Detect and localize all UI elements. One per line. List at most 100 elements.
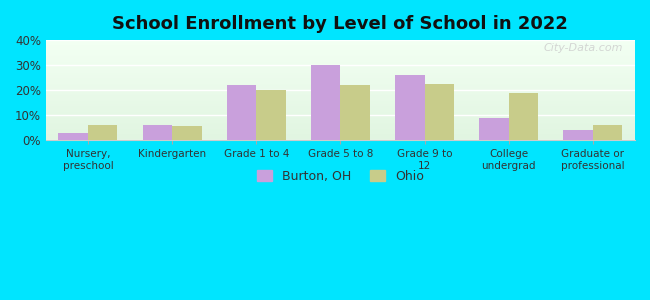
Bar bbox=[424, 84, 454, 140]
Bar bbox=[46, 60, 635, 61]
Bar bbox=[341, 85, 370, 140]
Bar bbox=[46, 53, 635, 54]
Bar bbox=[46, 121, 635, 122]
Bar bbox=[46, 80, 635, 81]
Bar bbox=[509, 93, 538, 140]
Bar bbox=[46, 81, 635, 82]
Bar bbox=[46, 119, 635, 120]
Bar bbox=[46, 102, 635, 103]
Bar bbox=[46, 115, 635, 116]
Bar bbox=[46, 70, 635, 71]
Bar bbox=[46, 104, 635, 105]
Bar bbox=[46, 113, 635, 114]
Bar bbox=[46, 130, 635, 131]
Bar bbox=[46, 135, 635, 136]
Bar bbox=[46, 118, 635, 119]
Bar bbox=[46, 111, 635, 112]
Bar bbox=[46, 109, 635, 110]
Bar bbox=[46, 107, 635, 108]
Bar bbox=[46, 62, 635, 63]
Bar bbox=[46, 89, 635, 90]
Bar bbox=[46, 83, 635, 84]
Bar bbox=[46, 72, 635, 73]
Bar bbox=[46, 136, 635, 137]
Bar bbox=[46, 133, 635, 134]
Bar bbox=[46, 94, 635, 95]
Bar bbox=[46, 67, 635, 68]
Bar bbox=[46, 79, 635, 80]
Bar bbox=[256, 90, 286, 140]
Bar bbox=[46, 122, 635, 123]
Text: City-Data.com: City-Data.com bbox=[543, 43, 623, 53]
Bar bbox=[479, 118, 509, 140]
Bar bbox=[58, 133, 88, 140]
Bar bbox=[46, 48, 635, 49]
Bar bbox=[46, 103, 635, 104]
Bar bbox=[46, 56, 635, 57]
Bar bbox=[46, 61, 635, 62]
Bar bbox=[46, 132, 635, 133]
Bar bbox=[46, 49, 635, 50]
Bar bbox=[46, 68, 635, 69]
Bar bbox=[46, 43, 635, 44]
Bar bbox=[564, 130, 593, 140]
Bar bbox=[46, 93, 635, 94]
Bar bbox=[593, 125, 623, 140]
Bar bbox=[46, 73, 635, 74]
Bar bbox=[46, 78, 635, 79]
Bar bbox=[46, 40, 635, 41]
Bar bbox=[46, 105, 635, 106]
Legend: Burton, OH, Ohio: Burton, OH, Ohio bbox=[251, 164, 430, 189]
Bar bbox=[46, 125, 635, 126]
Bar bbox=[172, 126, 202, 140]
Bar bbox=[46, 41, 635, 42]
Bar bbox=[46, 101, 635, 102]
Bar bbox=[46, 88, 635, 89]
Bar bbox=[46, 74, 635, 75]
Bar bbox=[46, 139, 635, 140]
Bar bbox=[46, 100, 635, 101]
Bar bbox=[46, 84, 635, 85]
Bar bbox=[46, 127, 635, 128]
Bar bbox=[46, 116, 635, 117]
Bar bbox=[46, 42, 635, 43]
Bar bbox=[46, 106, 635, 107]
Bar bbox=[46, 112, 635, 113]
Bar bbox=[88, 125, 118, 140]
Bar bbox=[46, 87, 635, 88]
Bar bbox=[227, 85, 256, 140]
Bar bbox=[46, 126, 635, 127]
Bar bbox=[46, 75, 635, 76]
Bar bbox=[46, 128, 635, 129]
Bar bbox=[46, 47, 635, 48]
Bar bbox=[46, 98, 635, 99]
Bar bbox=[46, 95, 635, 96]
Bar bbox=[46, 82, 635, 83]
Bar bbox=[46, 69, 635, 70]
Bar bbox=[46, 120, 635, 121]
Bar bbox=[46, 97, 635, 98]
Bar bbox=[46, 64, 635, 65]
Title: School Enrollment by Level of School in 2022: School Enrollment by Level of School in … bbox=[112, 15, 568, 33]
Bar bbox=[395, 75, 424, 140]
Bar bbox=[46, 57, 635, 58]
Bar bbox=[46, 134, 635, 135]
Bar bbox=[46, 65, 635, 66]
Bar bbox=[46, 85, 635, 86]
Bar bbox=[46, 108, 635, 109]
Bar bbox=[46, 96, 635, 97]
Bar bbox=[46, 92, 635, 93]
Bar bbox=[46, 138, 635, 139]
Bar bbox=[46, 54, 635, 55]
Bar bbox=[46, 58, 635, 59]
Bar bbox=[46, 51, 635, 52]
Bar bbox=[46, 131, 635, 132]
Bar bbox=[46, 59, 635, 60]
Bar bbox=[46, 44, 635, 45]
Bar bbox=[46, 137, 635, 138]
Bar bbox=[46, 117, 635, 118]
Bar bbox=[46, 99, 635, 100]
Bar bbox=[46, 46, 635, 47]
Bar bbox=[46, 50, 635, 51]
Bar bbox=[46, 91, 635, 92]
